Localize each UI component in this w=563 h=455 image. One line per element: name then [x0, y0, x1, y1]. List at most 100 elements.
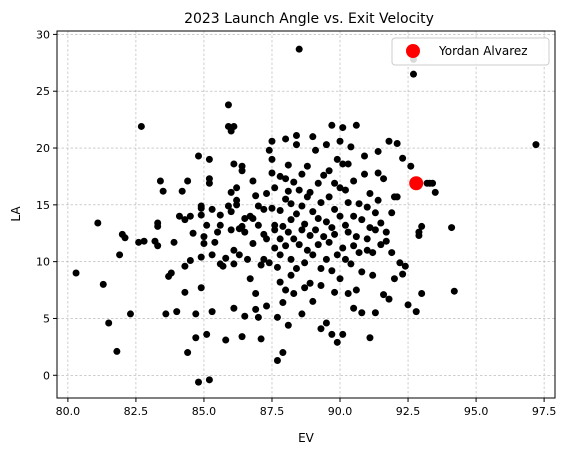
data-point	[328, 330, 336, 338]
data-point	[333, 338, 341, 346]
data-point	[203, 221, 211, 229]
data-point	[292, 210, 300, 218]
data-point	[224, 101, 232, 109]
data-point	[328, 267, 336, 275]
data-point	[263, 302, 271, 310]
data-point	[290, 235, 298, 243]
data-point	[238, 222, 246, 230]
data-point	[429, 179, 437, 187]
data-point	[418, 289, 426, 297]
data-point	[287, 271, 295, 279]
data-point	[382, 237, 390, 245]
data-point	[178, 187, 186, 195]
highlight-point	[409, 176, 424, 191]
data-point	[355, 200, 363, 208]
data-point	[292, 141, 300, 149]
data-point	[448, 224, 456, 232]
data-point	[366, 224, 374, 232]
data-point	[233, 184, 241, 192]
data-point	[333, 155, 341, 163]
data-point	[175, 212, 183, 220]
data-point	[211, 238, 219, 246]
data-point	[197, 211, 205, 219]
data-point	[203, 330, 211, 338]
data-point	[380, 175, 388, 183]
data-point	[186, 257, 194, 265]
x-tick-label: 95.0	[464, 405, 489, 418]
data-point	[336, 137, 344, 145]
data-point	[271, 221, 279, 229]
data-point	[328, 224, 336, 232]
data-point	[205, 376, 213, 384]
data-point	[431, 188, 439, 196]
data-point	[230, 160, 238, 168]
data-point	[336, 275, 344, 283]
data-point	[317, 264, 325, 272]
data-point	[363, 235, 371, 243]
data-point	[347, 260, 355, 268]
data-point	[361, 170, 369, 178]
x-axis-ticks: 80.0 82.5 85.0 87.5 90.0 92.5 95.0 97.5	[56, 398, 556, 418]
data-point	[292, 264, 300, 272]
data-point	[322, 319, 330, 327]
data-point	[219, 262, 227, 270]
data-point	[331, 230, 339, 238]
data-point	[320, 233, 328, 241]
data-point	[276, 207, 284, 215]
data-point	[336, 212, 344, 220]
data-point	[322, 141, 330, 149]
data-point	[298, 226, 306, 234]
data-point	[358, 309, 366, 317]
data-point	[303, 162, 311, 170]
data-point	[385, 137, 393, 145]
data-point	[154, 219, 162, 227]
data-point	[298, 310, 306, 318]
data-point	[309, 208, 317, 216]
data-point	[382, 228, 390, 236]
data-points	[72, 45, 540, 386]
data-point	[99, 280, 107, 288]
data-point	[224, 202, 232, 210]
data-point	[197, 253, 205, 261]
data-point	[295, 186, 303, 194]
data-point	[325, 167, 333, 175]
data-point	[339, 330, 347, 338]
data-point	[192, 334, 200, 342]
data-point	[309, 297, 317, 305]
data-point	[339, 124, 347, 132]
data-point	[273, 357, 281, 365]
data-point	[355, 249, 363, 257]
data-point	[309, 133, 317, 141]
data-point	[208, 251, 216, 259]
data-point	[205, 155, 213, 163]
data-point	[216, 211, 224, 219]
data-point	[377, 241, 385, 249]
data-point	[298, 170, 306, 178]
data-point	[254, 313, 262, 321]
data-point	[336, 184, 344, 192]
data-point	[263, 235, 271, 243]
data-point	[241, 228, 249, 236]
data-point	[227, 208, 235, 216]
y-tick-label: 30	[36, 28, 50, 41]
data-point	[167, 269, 175, 277]
data-point	[352, 286, 360, 294]
data-point	[271, 184, 279, 192]
data-point	[377, 219, 385, 227]
data-point	[268, 169, 276, 177]
data-point	[246, 275, 254, 283]
data-point	[344, 289, 352, 297]
data-point	[317, 282, 325, 290]
data-point	[287, 200, 295, 208]
data-point	[222, 336, 230, 344]
data-point	[260, 205, 268, 213]
data-point	[249, 214, 257, 222]
data-point	[287, 255, 295, 263]
data-point	[317, 199, 325, 207]
data-point	[162, 310, 170, 318]
data-point	[325, 193, 333, 201]
data-point	[361, 152, 369, 160]
data-point	[186, 212, 194, 220]
data-point	[331, 205, 339, 213]
data-point	[276, 235, 284, 243]
